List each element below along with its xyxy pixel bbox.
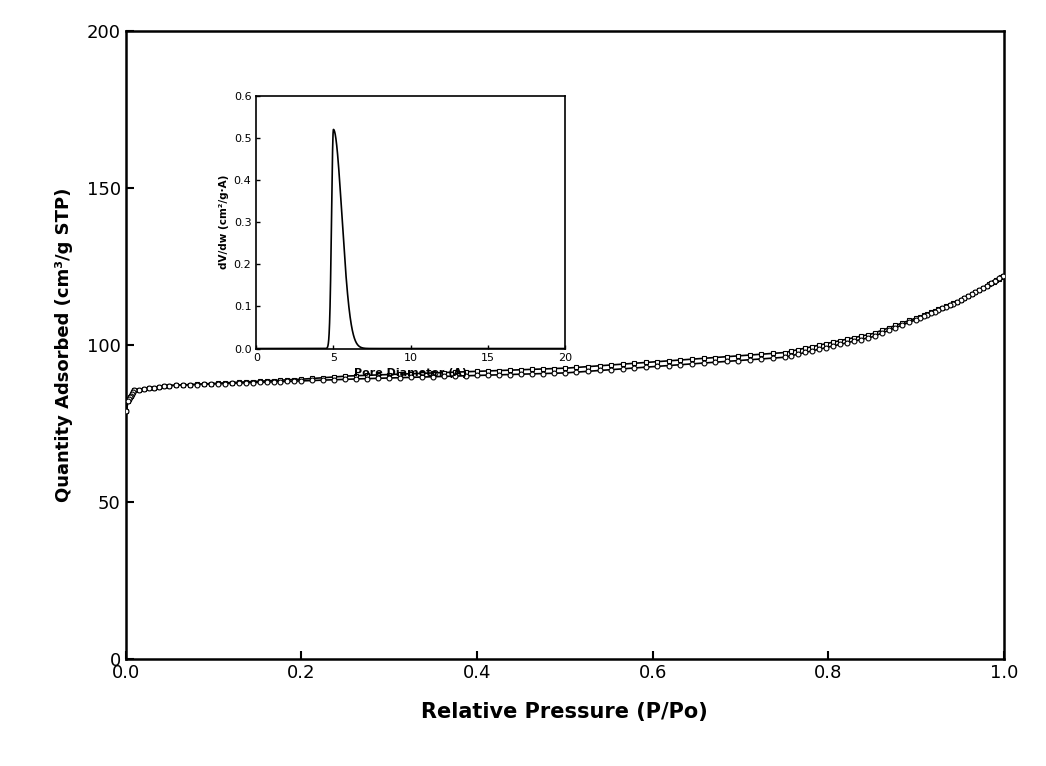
Y-axis label: Quantity Adsorbed (cm³/g STP): Quantity Adsorbed (cm³/g STP) [54,188,72,502]
X-axis label: Relative Pressure (P/Po): Relative Pressure (P/Po) [422,702,708,722]
Y-axis label: dV/dw (cm²/g·A): dV/dw (cm²/g·A) [220,175,229,270]
X-axis label: Pore Diameter (A): Pore Diameter (A) [354,368,468,378]
